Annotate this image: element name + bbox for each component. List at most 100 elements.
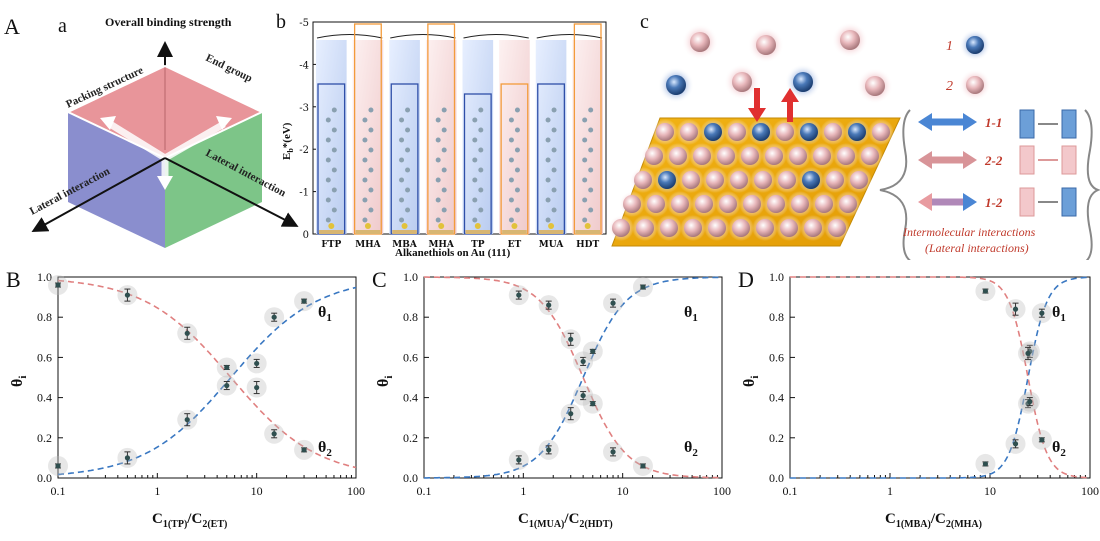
legend-2-label: 2 — [946, 79, 953, 94]
data-point — [590, 348, 596, 354]
molecule-2 — [708, 219, 726, 237]
energy-ytick-label: -5 — [299, 18, 309, 29]
xtick-label: 0.1 — [51, 484, 66, 498]
interactions-caption-sub: (Lateral interactions) — [925, 241, 1029, 255]
molecule-2 — [828, 219, 846, 237]
molecule-2 — [824, 123, 842, 141]
ytick-label: 0.8 — [37, 310, 52, 324]
molecule-2 — [671, 195, 689, 213]
series-label-theta1: θ1 — [318, 304, 332, 324]
xlabel: C1(MUA)/C2(HDT) — [518, 511, 613, 530]
molecule-1 — [800, 123, 818, 141]
panel-label-a: a — [58, 15, 67, 37]
fit-curve — [424, 276, 722, 479]
molecule-2 — [680, 123, 698, 141]
molecule-2 — [719, 195, 737, 213]
energy-bar-label: HDT — [576, 240, 599, 250]
xtick-label: 10 — [617, 484, 629, 498]
figure-top-row: A a b c Overall binding strength Packing… — [4, 11, 1100, 260]
xtick-label: 1 — [887, 484, 893, 498]
xtick-label: 10 — [251, 484, 263, 498]
molecule-2 — [741, 147, 759, 165]
molecule-2 — [872, 123, 890, 141]
ytick-label: 0.8 — [403, 310, 418, 324]
molecule-2 — [612, 219, 630, 237]
molecule-2 — [695, 195, 713, 213]
legend-1-swatch — [966, 36, 984, 54]
series-label-theta1: θ1 — [1052, 304, 1066, 324]
energy-bar — [316, 40, 347, 234]
ytick-label: 0.6 — [37, 350, 52, 364]
ylabel: θi — [9, 376, 29, 387]
data-point — [184, 330, 190, 336]
data-point — [1027, 399, 1033, 405]
molecule-2 — [732, 72, 752, 92]
energy-ytick-label: -4 — [299, 60, 309, 71]
data-point — [580, 358, 586, 365]
svg-text:2-2: 2-2 — [984, 153, 1003, 168]
fit-curve — [424, 276, 722, 479]
molecule-2 — [861, 147, 879, 165]
data-point — [224, 364, 230, 371]
panel-label-b: b — [276, 11, 286, 33]
data-point — [580, 392, 586, 399]
molecule-2 — [840, 30, 860, 50]
data-point — [271, 314, 277, 320]
energy-bar-label: ET — [508, 240, 522, 250]
molecule-2 — [804, 219, 822, 237]
xtick-label: 100 — [347, 484, 365, 498]
interaction-1-2: 1-2 — [918, 187, 1077, 217]
xtick-label: 10 — [984, 484, 996, 498]
panel-label: D — [738, 267, 754, 292]
molecule-2 — [780, 219, 798, 237]
molecule-2 — [669, 147, 687, 165]
molecule-2 — [754, 171, 772, 189]
svg-text:1-1: 1-1 — [985, 115, 1002, 130]
molecule-1 — [666, 75, 686, 95]
molecule-1 — [752, 123, 770, 141]
data-point — [254, 360, 260, 367]
plot-frame — [423, 276, 723, 479]
xtick-label: 1 — [154, 484, 160, 498]
panel-label-c: c — [640, 11, 649, 33]
molecule-2 — [636, 219, 654, 237]
energy-bar — [352, 40, 384, 234]
data-point — [1012, 306, 1019, 312]
ytick-label: 1.0 — [37, 270, 52, 284]
molecule-2 — [865, 76, 885, 96]
molecule-2 — [837, 147, 855, 165]
plot-frame — [789, 276, 1091, 479]
energy-xlabel: Alkanethiols on Au (111) — [395, 247, 511, 259]
surface-schematic: 1 2 1-1 2-2 1-2 — [608, 22, 1100, 260]
molecule-2 — [717, 147, 735, 165]
ytick-label: 1.0 — [403, 270, 418, 284]
molecule-2 — [684, 219, 702, 237]
plot-frame — [57, 276, 357, 479]
ytick-label: 0.2 — [37, 431, 52, 445]
series-label-theta1: θ1 — [684, 304, 698, 324]
fit-curve — [790, 276, 1091, 479]
molecule-2 — [693, 147, 711, 165]
molecule-2 — [730, 171, 748, 189]
ytick-label: 0.4 — [403, 391, 418, 405]
binding-energy-chart: -5 -4 -3 -2 -1 0 FTP MHA MBA MHA TP ET MUA HDT Eb*(e… — [281, 18, 607, 259]
desorption-arrow — [781, 88, 799, 102]
ytick-label: 0.8 — [769, 310, 784, 324]
energy-bar-label: TP — [471, 240, 485, 250]
ylabel: θi — [741, 376, 761, 387]
fit-curve — [790, 276, 1091, 479]
ytick-label: 0.0 — [37, 471, 52, 485]
energy-bar — [535, 40, 567, 234]
data-point — [982, 288, 989, 294]
data-point — [640, 284, 646, 290]
molecule-2 — [682, 171, 700, 189]
molecule-2 — [776, 123, 794, 141]
energy-bar — [499, 40, 530, 234]
series-label-theta2: θ2 — [318, 439, 332, 459]
data-point — [254, 384, 260, 391]
data-point — [516, 457, 522, 463]
ytick-label: 0.0 — [403, 471, 418, 485]
cube-right-face-label: End group — [204, 52, 254, 85]
interaction-1-1: 1-1 — [918, 109, 1077, 139]
energy-bar — [572, 40, 603, 234]
